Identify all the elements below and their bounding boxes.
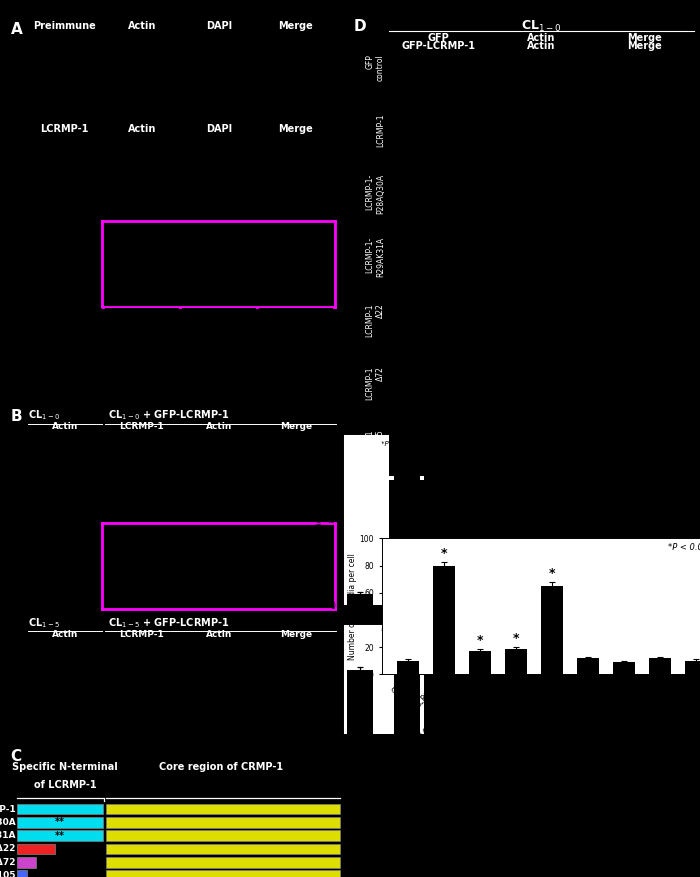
Text: *: *: [404, 444, 410, 457]
Bar: [433, 566, 455, 674]
Text: Core region of CRMP-1: Core region of CRMP-1: [159, 762, 284, 772]
Bar: [397, 661, 419, 674]
Text: Actin: Actin: [52, 631, 78, 639]
Text: LCRMP-1 Δ105: LCRMP-1 Δ105: [0, 871, 15, 877]
Text: LCRMP-1-
P28AQ30A: LCRMP-1- P28AQ30A: [365, 174, 385, 214]
Bar: [18, 817, 103, 828]
Bar: [106, 870, 339, 877]
Text: LCRMP-1
Δ22: LCRMP-1 Δ22: [365, 303, 385, 337]
Text: Actin: Actin: [52, 423, 78, 431]
Text: LCRMP-1: LCRMP-1: [41, 125, 89, 134]
Text: LCRMP-1: LCRMP-1: [376, 114, 385, 147]
Bar: [18, 831, 103, 841]
Text: LCRMP-1: LCRMP-1: [120, 423, 164, 431]
Text: Merge: Merge: [279, 125, 313, 134]
Text: CRMP-1: CRMP-1: [376, 558, 385, 588]
Bar: [394, 642, 420, 734]
Bar: [346, 670, 372, 734]
Bar: [18, 857, 36, 867]
Text: *: *: [512, 631, 519, 645]
Text: **: **: [55, 817, 65, 827]
Text: DAPI: DAPI: [206, 21, 232, 31]
Bar: [106, 844, 339, 854]
Text: Actin: Actin: [206, 423, 232, 431]
Bar: [346, 595, 372, 605]
Text: Actin: Actin: [527, 41, 556, 51]
Text: LCRMP-1
Δ127: LCRMP-1 Δ127: [365, 493, 385, 526]
Text: Specific N-terminal: Specific N-terminal: [12, 762, 118, 772]
Text: LCRMP-1
Δ105: LCRMP-1 Δ105: [365, 430, 385, 463]
Y-axis label: Number of filopodia per cell: Number of filopodia per cell: [348, 553, 356, 660]
Text: *P < 0.001: *P < 0.001: [381, 628, 419, 634]
Text: CL$_{1-0}$ + GFP-LCRMP-1: CL$_{1-0}$ + GFP-LCRMP-1: [108, 408, 230, 422]
Text: Merge: Merge: [280, 423, 312, 431]
Bar: [613, 662, 635, 674]
Text: *P < 0.0002: *P < 0.0002: [668, 543, 700, 552]
Y-axis label: Number of filopodia per cell: Number of filopodia per cell: [312, 630, 318, 728]
Text: LCRMP-1-R29AK31A: LCRMP-1-R29AK31A: [0, 831, 15, 840]
Bar: [106, 817, 339, 828]
Text: C: C: [10, 749, 22, 764]
Bar: [505, 649, 526, 674]
Text: CL$_{1-0}$: CL$_{1-0}$: [28, 408, 60, 422]
Text: Actin: Actin: [127, 21, 156, 31]
Text: A: A: [10, 22, 22, 37]
Bar: [106, 857, 339, 867]
Text: Merge: Merge: [280, 631, 312, 639]
Bar: [18, 870, 27, 877]
Text: CL$_{1-0}$: CL$_{1-0}$: [522, 19, 561, 34]
Y-axis label: Number of filopodia per cell: Number of filopodia per cell: [317, 471, 323, 568]
Bar: [18, 844, 55, 854]
Text: D: D: [354, 19, 366, 34]
Text: Actin: Actin: [127, 125, 156, 134]
Text: GFP
control: GFP control: [365, 54, 385, 81]
Bar: [649, 658, 671, 674]
Text: *: *: [440, 546, 447, 560]
Text: LCRMP-1-P28AQ30A: LCRMP-1-P28AQ30A: [0, 818, 15, 827]
Text: Preimmune: Preimmune: [34, 21, 96, 31]
Text: Actin: Actin: [206, 631, 232, 639]
Bar: [578, 658, 598, 674]
Text: Merge: Merge: [627, 41, 662, 51]
Text: LCRMP-1 Δ22: LCRMP-1 Δ22: [0, 845, 15, 853]
Text: *P < 0.001: *P < 0.001: [381, 441, 419, 447]
Text: *: *: [549, 567, 555, 580]
Bar: [541, 586, 563, 674]
Text: GFP-LCRMP-1: GFP-LCRMP-1: [402, 41, 475, 51]
Text: GFP: GFP: [428, 33, 449, 43]
Text: LCRMP-1-
R29AK31A: LCRMP-1- R29AK31A: [365, 237, 385, 277]
Text: LCRMP-1: LCRMP-1: [120, 631, 164, 639]
Text: LCRMP-1
Δ72: LCRMP-1 Δ72: [365, 367, 385, 400]
Text: *: *: [477, 634, 483, 647]
Bar: [106, 831, 339, 841]
Text: CL$_{1-5}$ + GFP-LCRMP-1: CL$_{1-5}$ + GFP-LCRMP-1: [108, 616, 230, 630]
Text: **: **: [55, 831, 65, 841]
Bar: [106, 803, 339, 815]
Text: of LCRMP-1: of LCRMP-1: [34, 780, 97, 790]
Bar: [18, 803, 103, 815]
Text: Actin: Actin: [527, 33, 556, 43]
Text: *: *: [404, 624, 410, 638]
Text: LCRMP-1 Δ72: LCRMP-1 Δ72: [0, 858, 15, 866]
Text: LCRMP-1: LCRMP-1: [0, 804, 15, 814]
Text: Merge: Merge: [627, 33, 662, 43]
Text: DAPI: DAPI: [206, 125, 232, 134]
Text: CL$_{1-5}$: CL$_{1-5}$: [28, 616, 60, 630]
Bar: [469, 652, 491, 674]
Text: Merge: Merge: [279, 21, 313, 31]
Bar: [394, 467, 420, 605]
Text: B: B: [10, 409, 22, 424]
Bar: [685, 661, 700, 674]
